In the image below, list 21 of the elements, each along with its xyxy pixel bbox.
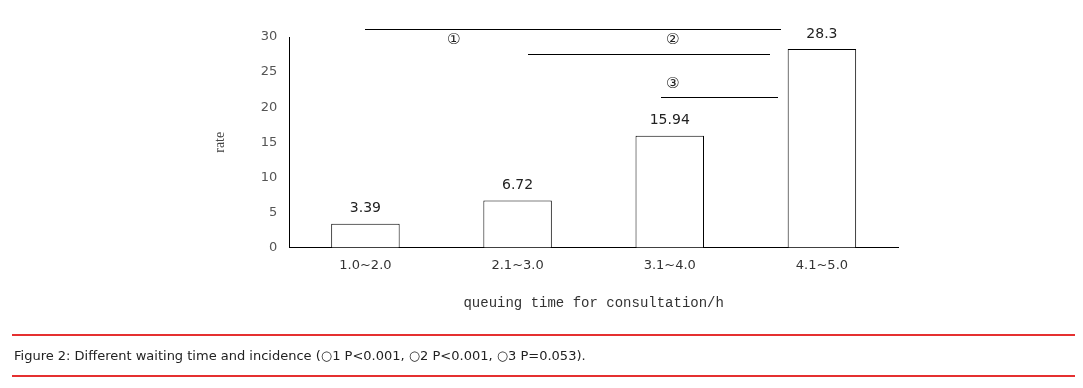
data-label: 6.72 xyxy=(502,176,534,193)
y-tick-label: 10 xyxy=(260,168,278,184)
x-tick-label: 3.1~4.0 xyxy=(643,256,696,272)
annotation: ③ xyxy=(666,73,680,92)
y-tick-label: 20 xyxy=(260,98,278,114)
y-tick-label: 0 xyxy=(269,238,278,254)
data-label: 28.3 xyxy=(806,24,838,41)
x-axis-title: queuing time for consultation/h xyxy=(463,295,724,312)
data-label: 15.94 xyxy=(649,111,690,128)
y-tick-label: 25 xyxy=(260,63,278,79)
data-label: 3.39 xyxy=(349,199,382,216)
y-axis-title: rate xyxy=(212,131,228,153)
x-tick-label: 4.1~5.0 xyxy=(795,256,849,272)
caption: Figure 2: Different waiting time and incidence (○1 P<0.001, ○2 P<0.001, ○3 P=0.053). xyxy=(12,334,1075,377)
x-tick-label: 2.1~3.0 xyxy=(491,256,544,272)
x-tick-label: 1.0~2.0 xyxy=(339,256,392,272)
y-tick-label: 15 xyxy=(260,133,278,149)
annotation: ① xyxy=(446,29,461,48)
y-tick-label: 5 xyxy=(269,203,278,219)
annotation: ② xyxy=(666,29,680,48)
y-tick-label: 30 xyxy=(260,28,278,44)
